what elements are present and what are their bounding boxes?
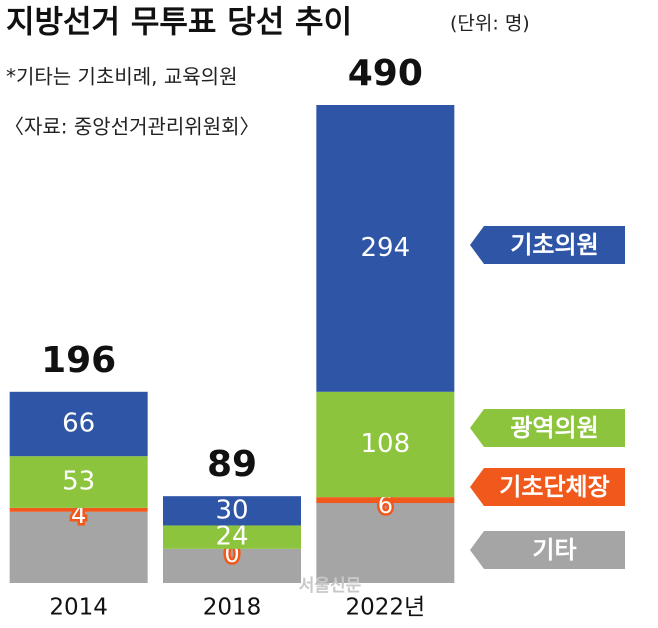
bar-segment (316, 503, 455, 583)
bar-segment (316, 391, 455, 498)
x-tick-label: 2018 (203, 595, 262, 621)
legend-box (470, 468, 625, 506)
value-label: 108 (361, 429, 411, 459)
bar-segment (316, 105, 455, 392)
bar-segment (9, 391, 148, 457)
value-label: 66 (62, 408, 95, 438)
value-label: 294 (361, 233, 411, 263)
bar-segment (163, 525, 301, 549)
legend-label: 기초의원 (510, 231, 598, 259)
x-tick-label: 2022년 (345, 595, 425, 621)
bar-segment (9, 507, 148, 512)
bar-segment (9, 456, 148, 508)
total-label: 196 (41, 340, 116, 381)
value-label: 30 (215, 495, 248, 525)
legend-label: 기타 (532, 536, 576, 564)
total-label: 490 (348, 53, 423, 94)
bar-segment (163, 548, 301, 583)
watermark: 서울신문 (299, 576, 362, 596)
bar-segment (163, 496, 301, 526)
legend-label: 기초단체장 (499, 473, 609, 501)
legend-box (470, 226, 625, 264)
legend-label: 광역의원 (510, 414, 598, 442)
unit: (단위: 명) (450, 13, 530, 35)
legend-box (470, 531, 625, 569)
x-tick-label: 2014 (49, 595, 108, 621)
bar-segment (9, 511, 148, 583)
source: 〈자료: 중앙선거관리위원회〉 (4, 115, 260, 139)
bar-segment (316, 497, 455, 504)
note: *기타는 기초비례, 교육의원 (6, 65, 237, 89)
total-label: 89 (207, 444, 257, 485)
value-label: 53 (62, 467, 95, 497)
value-label: 24 (215, 522, 248, 552)
legend-box (470, 409, 625, 447)
chart-title: 지방선거 무투표 당선 추이 (6, 5, 352, 41)
